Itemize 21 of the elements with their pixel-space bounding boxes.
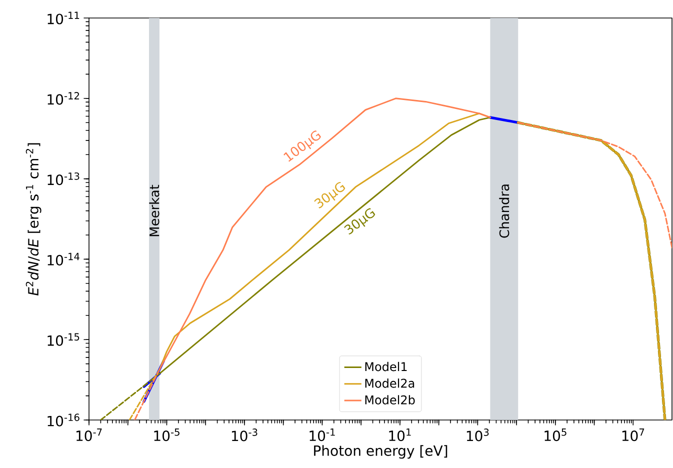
x-tick-label: 10$^{7}$ [622, 428, 644, 442]
band-label: Chandra [499, 184, 510, 238]
y-tick-label: 10$^{-11}$ [48, 12, 80, 24]
x-tick-label: 10$^{1}$ [389, 428, 411, 442]
x-tick-label: 10$^{-5}$ [154, 428, 180, 442]
x-tick-label: 10$^{-3}$ [232, 428, 258, 442]
band-label: Meerkat [149, 184, 160, 236]
y-tick-label: 10$^{-13}$ [48, 172, 80, 186]
x-tick-label: 10$^{-7}$ [76, 428, 102, 442]
legend-label: Model1 [365, 362, 407, 372]
y-tick-label: 10$^{-14}$ [48, 252, 80, 266]
x-tick-label: 10$^{3}$ [466, 428, 489, 442]
y-tick-label: 10$^{-16}$ [48, 414, 80, 426]
text: E$^{2}$dN/dE [erg s$^{-1}$ cm$^{-2}$] [26, 143, 42, 296]
x-tick-label: 10$^{-1}$ [310, 428, 335, 442]
legend-label: Model2a [365, 378, 414, 388]
x-axis-title: Photon energy [eV] [314, 445, 448, 459]
legend-label: Model2b [365, 395, 415, 404]
x-tick-label: 10$^{5}$ [544, 428, 566, 442]
y-tick-label: 10$^{-12}$ [48, 92, 79, 105]
y-tick-label: 10$^{-15}$ [48, 333, 80, 346]
